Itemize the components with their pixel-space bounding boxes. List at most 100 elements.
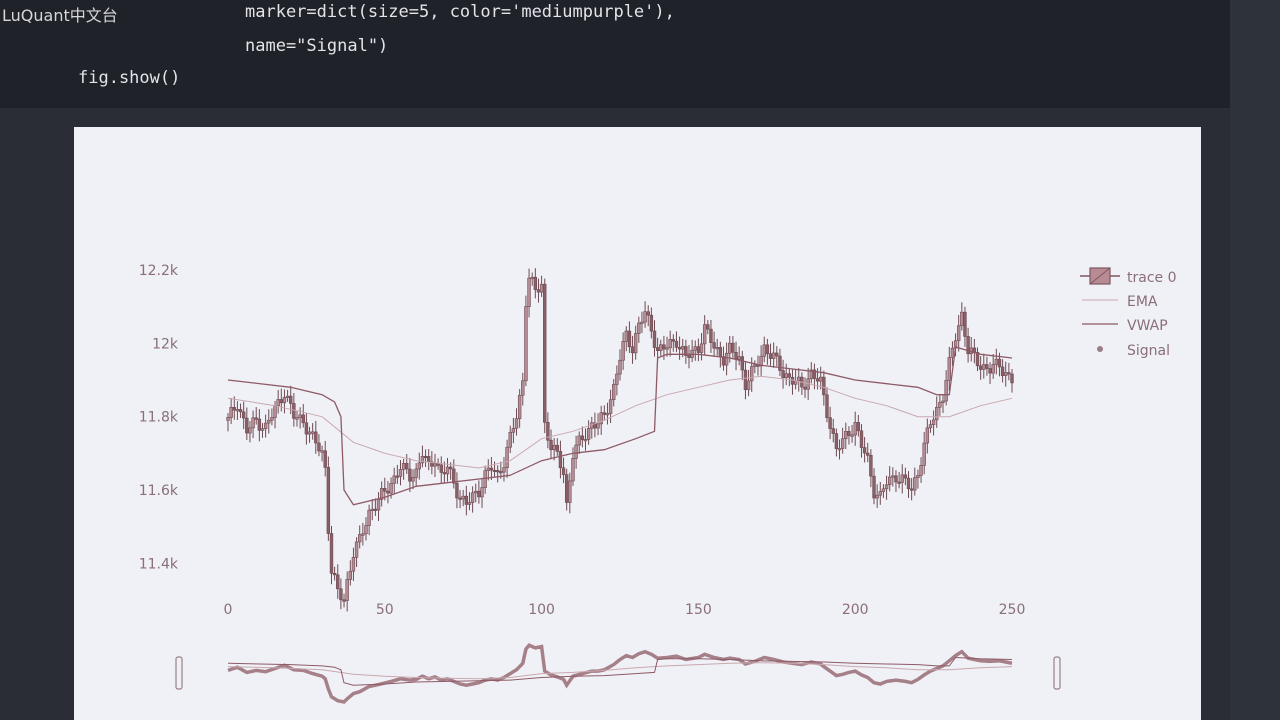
candle-body — [229, 407, 233, 418]
legend-item-trace0[interactable]: trace 0 — [1080, 267, 1177, 286]
candle-body — [436, 463, 440, 466]
candle-body — [364, 525, 368, 535]
candle-body — [439, 464, 443, 473]
candle-body — [263, 422, 268, 429]
candle-body — [706, 324, 710, 330]
candle-body — [405, 463, 409, 470]
candle-body — [950, 347, 955, 358]
candle-body — [627, 330, 632, 348]
candle-body — [797, 376, 801, 382]
candle-body — [640, 321, 644, 324]
candle-body — [455, 482, 459, 499]
x-tick-label: 250 — [999, 602, 1026, 618]
candle-body — [248, 427, 252, 434]
candle-body — [878, 491, 882, 496]
candle-body — [354, 541, 359, 558]
candle-body — [709, 328, 713, 343]
y-tick-label: 12k — [152, 336, 179, 352]
candle-body — [649, 314, 654, 332]
candle-body — [963, 311, 967, 337]
candle-body — [536, 289, 541, 293]
candle-body — [743, 369, 748, 390]
candle-body — [991, 364, 995, 374]
candle-body — [662, 344, 666, 350]
candle-body — [630, 346, 635, 354]
candle-body — [348, 570, 353, 580]
candle-body — [931, 419, 936, 425]
candle-body — [251, 417, 255, 429]
candle-body — [401, 463, 406, 470]
legend[interactable]: trace 0 EMA VWAP Signal — [1080, 267, 1177, 359]
candle-body — [524, 306, 528, 382]
candle-body — [495, 470, 500, 473]
candle-body — [687, 355, 691, 358]
candle-body — [267, 419, 271, 424]
candle-body — [659, 344, 663, 351]
legend-label: VWAP — [1127, 318, 1168, 334]
candle-body — [762, 344, 766, 357]
legend-item-vwap[interactable]: VWAP — [1082, 318, 1168, 334]
candle-body — [282, 397, 287, 404]
candle-body — [395, 475, 400, 478]
candle-body — [750, 366, 754, 382]
candle-body — [480, 487, 484, 498]
candle-body — [643, 311, 647, 323]
candle-body — [241, 411, 246, 419]
candle-body — [514, 418, 519, 429]
candle-body — [226, 417, 230, 421]
candle-body — [615, 373, 619, 385]
x-tick-label: 200 — [842, 602, 869, 618]
candle-body — [988, 368, 992, 374]
candle-body — [295, 417, 299, 420]
candle-body — [712, 342, 716, 349]
rangeslider-left-handle[interactable] — [175, 656, 183, 690]
candle-body — [721, 356, 726, 366]
legend-item-ema[interactable]: EMA — [1082, 294, 1158, 310]
candle-body — [530, 276, 534, 280]
candle-body — [633, 333, 638, 354]
candle-body — [674, 340, 679, 348]
x-tick-label: 100 — [528, 602, 555, 618]
candle-body — [684, 346, 688, 356]
candle-body — [367, 509, 371, 526]
rangeslider-right-handle[interactable] — [1053, 656, 1061, 690]
candle-body — [668, 339, 672, 349]
candle-body — [314, 431, 318, 444]
candle-body — [602, 412, 607, 415]
candle-body — [323, 450, 327, 468]
candle-body — [373, 508, 378, 511]
y-tick-label: 11.6k — [139, 483, 179, 499]
candle-body — [430, 461, 434, 467]
candle-body — [815, 378, 820, 382]
candle-body — [577, 435, 581, 446]
candle-body — [646, 311, 650, 316]
candle-body — [822, 376, 826, 396]
candle-body — [618, 359, 622, 375]
candle-body — [978, 365, 983, 370]
ema-line — [227, 375, 1013, 469]
plot-area[interactable] — [74, 127, 1201, 720]
candle-body — [555, 444, 559, 452]
code-editor[interactable]: LuQuant中文台 marker=dict(size=5, color='me… — [0, 0, 1230, 108]
candle-body — [543, 283, 547, 423]
candle-body — [997, 358, 1002, 368]
candle-body — [345, 579, 349, 601]
candle-body — [235, 409, 240, 412]
candle-body — [389, 482, 393, 494]
legend-item-signal[interactable]: Signal — [1097, 343, 1170, 359]
y-tick-label: 11.8k — [139, 410, 179, 426]
candle-body — [279, 399, 284, 404]
candle-body — [909, 488, 914, 491]
candle-body — [270, 417, 274, 421]
candle-body — [574, 444, 578, 459]
candle-body — [605, 413, 610, 416]
candle-body — [448, 466, 453, 470]
candle-body — [470, 492, 475, 503]
candle-body — [702, 324, 707, 345]
candle-body — [599, 412, 603, 425]
candle-body — [775, 352, 779, 357]
candle-body — [693, 346, 697, 351]
candle-body — [671, 339, 676, 342]
candle-body — [652, 330, 657, 348]
